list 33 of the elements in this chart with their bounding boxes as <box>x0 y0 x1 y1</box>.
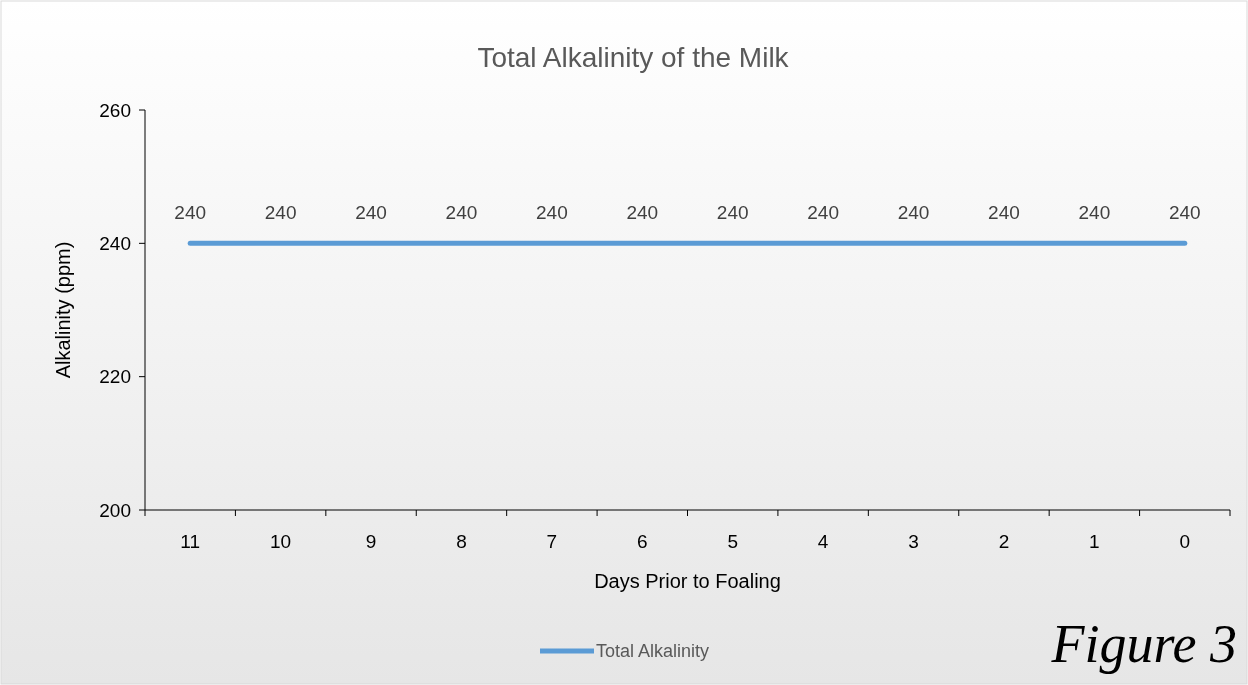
data-label: 240 <box>626 202 659 224</box>
x-axis-title: Days Prior to Foaling <box>594 570 781 592</box>
x-tick-label: 9 <box>365 531 377 552</box>
x-tick-label: 1 <box>1089 531 1100 552</box>
data-label: 240 <box>716 202 749 224</box>
x-tick-label: 6 <box>637 531 648 552</box>
data-label: 240 <box>445 202 478 224</box>
chart-title: Total Alkalinity of the Milk <box>477 42 790 73</box>
data-label: 240 <box>807 202 839 224</box>
data-label: 240 <box>355 202 387 224</box>
y-tick-label: 220 <box>99 366 131 388</box>
data-label: 240 <box>897 202 930 224</box>
y-axis-title: Alkalinity (ppm) <box>52 241 74 379</box>
x-tick-label: 3 <box>908 531 919 552</box>
caption: Figure 3 <box>1050 614 1237 674</box>
data-label: 240 <box>1078 202 1111 224</box>
y-tick-label: 200 <box>99 499 131 521</box>
x-tick-label: 4 <box>817 531 829 552</box>
data-label: 240 <box>174 202 207 224</box>
x-tick-label: 0 <box>1179 531 1191 552</box>
y-tick-label: 260 <box>99 99 131 121</box>
x-tick-label: 2 <box>998 531 1010 552</box>
data-label: 240 <box>1168 202 1201 224</box>
x-tick-label: 7 <box>546 531 558 552</box>
x-tick-label: 11 <box>180 531 201 552</box>
legend-label: Total Alkalinity <box>596 641 710 662</box>
data-label: 240 <box>988 202 1020 224</box>
data-label: 240 <box>536 202 568 224</box>
y-tick-label: 240 <box>99 232 131 254</box>
x-tick-label: 5 <box>727 531 738 552</box>
x-tick-label: 8 <box>456 531 467 552</box>
data-label: 240 <box>264 202 297 224</box>
x-tick-label: 10 <box>270 531 292 552</box>
